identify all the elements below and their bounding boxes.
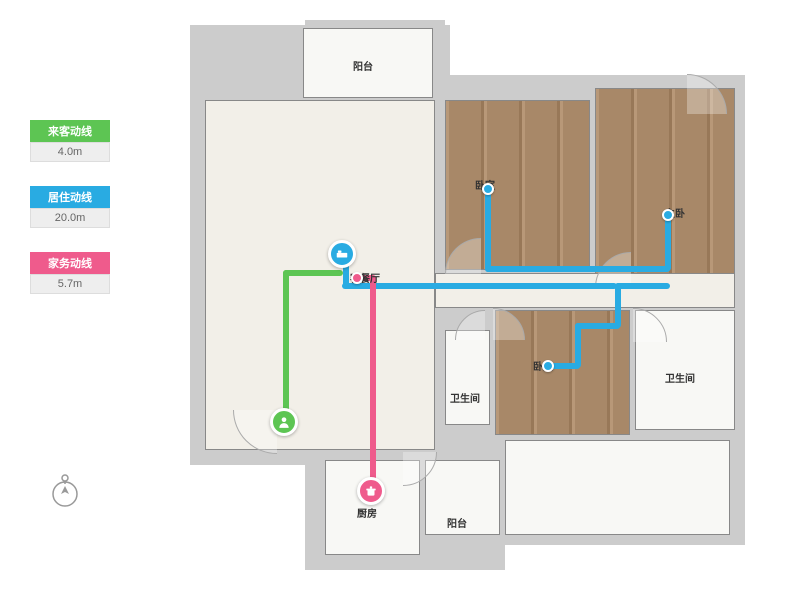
- compass-icon: [45, 470, 85, 510]
- legend-panel: 来客动线 4.0m 居住动线 20.0m 家务动线 5.7m: [30, 120, 110, 318]
- path-segment: [615, 283, 621, 328]
- legend-chores-label: 家务动线: [30, 252, 110, 274]
- legend-guest-value: 4.0m: [30, 142, 110, 162]
- path-endpoint: [351, 272, 363, 284]
- path-segment: [665, 213, 671, 271]
- legend-guest: 来客动线 4.0m: [30, 120, 110, 162]
- room-label-bath_l: 卫生间: [450, 390, 480, 405]
- path-segment: [575, 323, 620, 329]
- path-segment: [485, 266, 670, 272]
- path-segment: [342, 283, 617, 289]
- path-endpoint: [542, 360, 554, 372]
- path-endpoint: [482, 183, 494, 195]
- room-label-bath_r: 卫生间: [665, 370, 695, 385]
- path-segment: [485, 187, 491, 272]
- floorplan: 卧室主卧客餐厅卧室卫生间卫生间厨房阳台阳台: [175, 10, 760, 580]
- room-corridor2: [505, 440, 730, 535]
- legend-living-label: 居住动线: [30, 186, 110, 208]
- path-segment: [283, 270, 343, 276]
- path-segment: [283, 270, 289, 420]
- room-corridor: [435, 273, 735, 308]
- legend-living: 居住动线 20.0m: [30, 186, 110, 228]
- path-segment: [370, 275, 376, 490]
- path-node-bed: [328, 240, 356, 268]
- room-label-balcony_top: 阳台: [353, 58, 373, 73]
- legend-chores-value: 5.7m: [30, 274, 110, 294]
- path-node-person: [270, 408, 298, 436]
- path-segment: [615, 283, 670, 289]
- legend-living-value: 20.0m: [30, 208, 110, 228]
- legend-guest-label: 来客动线: [30, 120, 110, 142]
- room-label-balcony_bottom: 阳台: [447, 515, 467, 530]
- path-node-pot: [357, 477, 385, 505]
- path-endpoint: [662, 209, 674, 221]
- path-segment: [575, 323, 581, 368]
- room-bath_l: [445, 330, 490, 425]
- room-label-kitchen: 厨房: [357, 505, 377, 520]
- legend-chores: 家务动线 5.7m: [30, 252, 110, 294]
